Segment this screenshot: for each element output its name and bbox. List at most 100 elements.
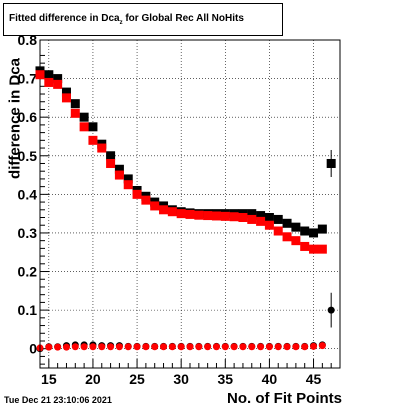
- data-point-square: [291, 236, 301, 246]
- y-tick-label: 0.4: [18, 186, 38, 202]
- data-point-square: [132, 189, 142, 199]
- data-point-circle: [89, 343, 97, 351]
- data-point-square: [273, 214, 283, 224]
- data-point-square: [317, 244, 327, 254]
- axes: 15 20 25 30 35 40 45 0 0.1 0.2 0.3 0.4 0.5 0.6 0.7 0.8: [18, 32, 341, 387]
- data-point-circle: [301, 343, 309, 351]
- y-tick-label: 0.2: [18, 264, 38, 280]
- data-point-square: [35, 70, 45, 80]
- data-point-circle: [204, 343, 212, 351]
- data-point-square: [106, 151, 116, 161]
- data-point-circle: [177, 343, 185, 351]
- x-tick-label: 25: [129, 371, 145, 387]
- data-point-square: [229, 212, 239, 222]
- data-point-square: [123, 180, 133, 190]
- data-point-square: [167, 207, 177, 217]
- data-point-square: [256, 216, 266, 226]
- data-point-circle: [62, 343, 70, 351]
- data-point-square: [291, 222, 301, 232]
- data-point-square: [44, 77, 54, 87]
- data-point-circle: [274, 343, 282, 351]
- y-tick-label: 0.7: [18, 71, 38, 87]
- plot-frame: [39, 39, 341, 369]
- y-tick-label: 0.8: [18, 32, 38, 48]
- data-point-square: [53, 74, 63, 84]
- data-point-circle: [142, 343, 150, 351]
- x-tick-label: 40: [262, 371, 278, 387]
- data-point-square: [247, 214, 257, 224]
- data-point-circle: [168, 343, 176, 351]
- data-point-square: [70, 108, 80, 118]
- data-point-square: [220, 211, 230, 221]
- y-axis-title: difference in Dca: [6, 58, 24, 179]
- x-tick-label: 30: [173, 371, 189, 387]
- data-point-square: [176, 209, 186, 219]
- data-point-square: [141, 195, 151, 205]
- data-point-circle: [283, 343, 291, 351]
- data-point-square: [88, 122, 98, 132]
- data-point-circle: [318, 342, 326, 350]
- chart-title-box: Fitted difference in Dcaz for Global Rec…: [3, 3, 283, 36]
- data-point-circle: [239, 343, 247, 351]
- data-point-square: [53, 79, 63, 89]
- data-point-square: [106, 158, 116, 168]
- data-point-circle: [292, 343, 300, 351]
- data-point-square: [256, 211, 266, 221]
- data-point-circle: [133, 343, 141, 351]
- data-point-square: [114, 164, 124, 174]
- data-point-square: [309, 228, 319, 238]
- x-tick-label: 35: [218, 371, 234, 387]
- grid: [40, 39, 340, 368]
- y-tick-label: 0.1: [18, 302, 38, 318]
- y-tick-label: 0: [29, 341, 37, 357]
- y-tick-label: 0.6: [18, 109, 38, 125]
- data-point-circle: [186, 343, 194, 351]
- y-tick-label: 0.5: [18, 148, 38, 164]
- data-point-square: [273, 226, 283, 236]
- data-point-circle: [98, 343, 106, 351]
- timestamp: Tue Dec 21 23:10:06 2021: [4, 395, 112, 405]
- data-point-square: [79, 112, 89, 122]
- data-point-square: [309, 244, 319, 254]
- data-point-square: [282, 218, 292, 228]
- data-point-square: [44, 70, 54, 80]
- data-point-square: [282, 232, 292, 242]
- data-point-circle: [151, 343, 159, 351]
- data-point-circle: [54, 343, 62, 351]
- data-point-square: [317, 224, 327, 234]
- data-point-square: [61, 93, 71, 103]
- data-point-square: [97, 143, 107, 153]
- data-point-circle: [160, 343, 168, 351]
- data-point-circle: [71, 343, 79, 351]
- data-point-square: [114, 170, 124, 180]
- data-point-circle: [310, 342, 318, 350]
- data-point-circle: [107, 343, 115, 351]
- data-point-circle: [248, 343, 256, 351]
- x-tick-label: 15: [41, 371, 57, 387]
- data-point-square: [79, 122, 89, 132]
- data-point-square: [300, 241, 310, 251]
- data-point-square: [123, 174, 133, 184]
- data-point-circle: [124, 343, 132, 351]
- data-point-circle: [195, 343, 203, 351]
- data-point-square: [194, 210, 204, 220]
- data-point-square: [300, 226, 310, 236]
- data-point-square: [88, 135, 98, 145]
- data-point-square: [70, 99, 80, 109]
- y-tick-label: 0.3: [18, 225, 38, 241]
- x-axis-title: No. of Fit Points: [227, 390, 342, 407]
- data-point-circle: [115, 343, 123, 351]
- data-point-circle: [45, 343, 53, 351]
- chart-title: Fitted difference in Dcaz for Global Rec…: [9, 13, 244, 26]
- data-point-circle: [230, 343, 238, 351]
- data-point-circle: [221, 343, 229, 351]
- data-point-circle: [80, 343, 88, 351]
- data-point-square: [203, 211, 213, 221]
- data-point-square: [150, 201, 160, 211]
- data-point-square: [61, 87, 71, 97]
- data-point-square: [264, 213, 274, 223]
- data-point-square: [211, 211, 221, 221]
- data-point-square: [264, 220, 274, 230]
- data-point-square: [185, 209, 195, 219]
